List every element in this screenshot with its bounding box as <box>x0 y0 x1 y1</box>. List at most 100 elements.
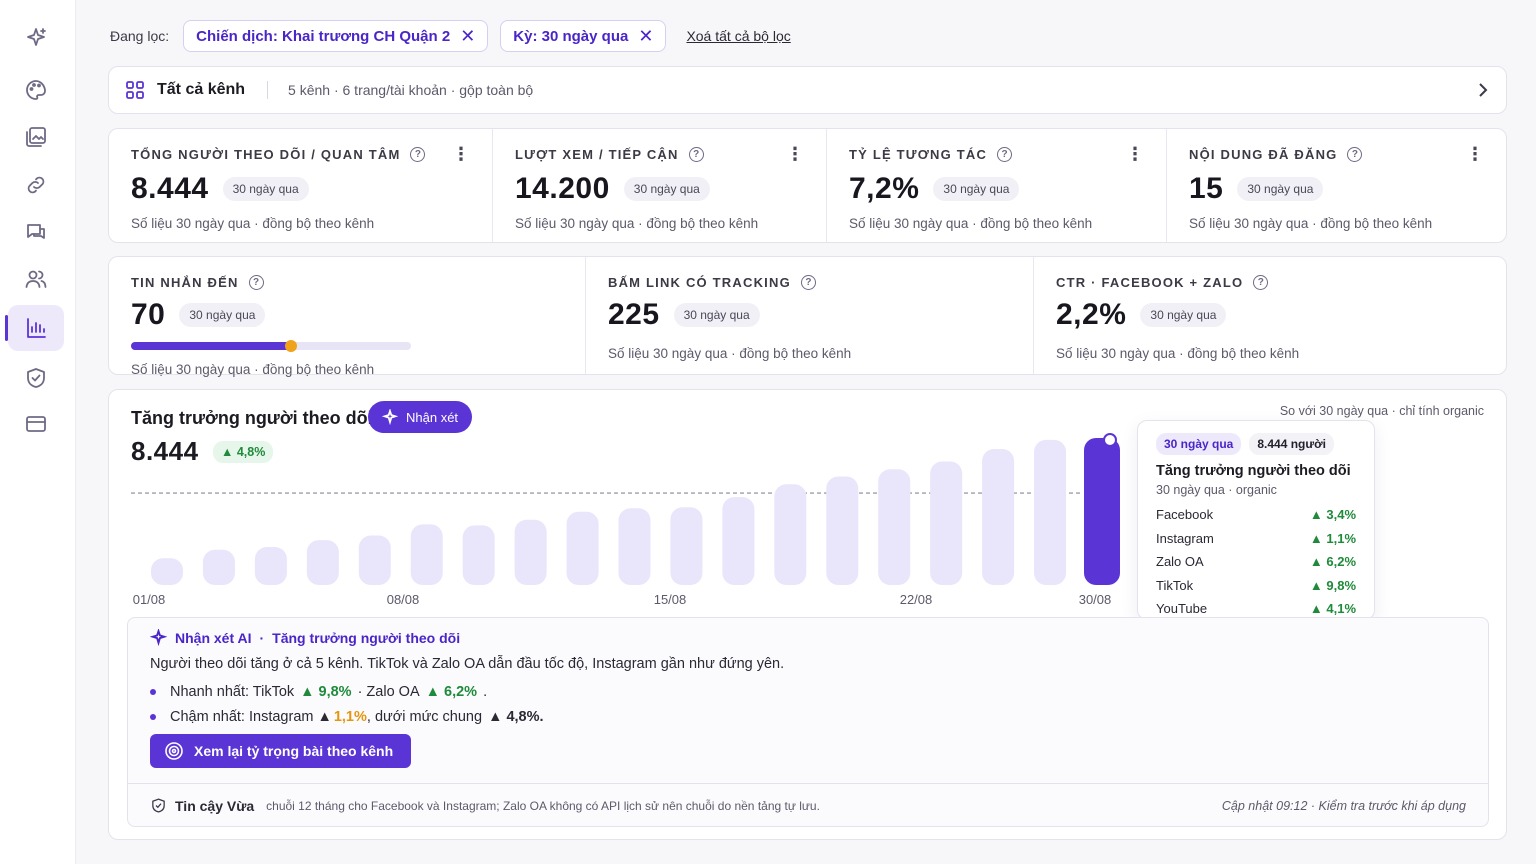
tooltip-channel: Instagram <box>1156 530 1214 546</box>
more-menu-icon[interactable]: ⋮ <box>1126 144 1144 164</box>
more-menu-icon[interactable]: ⋮ <box>786 144 804 164</box>
kpi-label-text: CTR · Facebook + Zalo <box>1056 275 1244 290</box>
help-icon[interactable]: ? <box>248 275 264 290</box>
chart-bar[interactable] <box>358 535 391 585</box>
sidebar <box>0 0 76 864</box>
chart-bar[interactable] <box>306 540 339 585</box>
x-tick-label: 22/08 <box>900 592 933 607</box>
progress-fill <box>131 342 291 350</box>
sidebar-item-brand[interactable] <box>8 67 64 113</box>
sidebar-item-ai[interactable] <box>8 15 64 61</box>
ai-insight-button[interactable]: Nhận xét <box>368 401 473 433</box>
kpi-label: Tin nhắn đến? <box>131 275 563 290</box>
help-icon[interactable]: ? <box>688 147 704 162</box>
sidebar-item-analytics[interactable] <box>5 305 64 351</box>
channel-selector[interactable]: Tất cả kênh 5 kênh · 6 trang/tài khoản ·… <box>108 66 1507 114</box>
chart-bar[interactable] <box>151 558 183 585</box>
kpi-value: 225 <box>608 298 660 331</box>
filter-bar: Đang lọc: Chiến dịch: Khai trương CH Quậ… <box>110 20 791 52</box>
target-icon <box>165 742 183 760</box>
tooltip-delta: ▲ 9,8% <box>1309 577 1356 593</box>
chart-bar[interactable] <box>982 448 1015 585</box>
divider <box>267 81 269 99</box>
tooltip-channel: YouTube <box>1156 601 1208 617</box>
sidebar-item-links[interactable] <box>8 162 64 208</box>
period-pill: 30 ngày qua <box>1140 303 1227 327</box>
period-pill: 30 ngày qua <box>1237 177 1324 201</box>
kpi-subtitle: Số liệu 30 ngày qua · đồng bộ theo kênh <box>515 216 759 231</box>
tooltip-row-tiktok: TikTok ▲ 9,8% <box>1156 574 1356 598</box>
kpi-label: Lượt xem / tiếp cận? <box>515 147 804 162</box>
kpi-subtitle: Số liệu 30 ngày qua · đồng bộ theo kênh <box>1056 346 1300 361</box>
filter-chip-period[interactable]: Kỳ: 30 ngày qua ✕ <box>500 20 667 52</box>
clear-filters-link[interactable]: Xoá tất cả bộ lọc <box>686 28 791 44</box>
tooltip-count-pill: 8.444 người <box>1249 433 1334 455</box>
ai-summary: Người theo dõi tăng ở cả 5 kênh. TikTok … <box>150 656 785 672</box>
tooltip-delta: ▲ 1,1% <box>1309 530 1356 546</box>
chart-bar[interactable] <box>254 547 287 585</box>
chart-bar[interactable] <box>566 511 599 585</box>
chart-tooltip: 30 ngày qua 8.444 người Tăng trưởng ngườ… <box>1137 420 1375 620</box>
bullet-value: ▲ 4,8%. <box>488 709 544 725</box>
kpi-value: 14.200 <box>515 172 610 205</box>
kpi-label-text: Tỷ lệ tương tác <box>849 147 988 162</box>
help-icon[interactable]: ? <box>997 147 1013 162</box>
x-tick-label: 08/08 <box>387 592 420 607</box>
chart-bar[interactable] <box>670 507 703 585</box>
review-share-button[interactable]: Xem lại tỷ trọng bài theo kênh <box>150 734 412 768</box>
kpi-value: 8.444 <box>131 172 209 205</box>
help-icon[interactable]: ? <box>1253 275 1269 290</box>
chart-bar[interactable] <box>618 508 651 585</box>
link-icon <box>27 176 45 194</box>
sidebar-item-billing[interactable] <box>8 401 64 447</box>
ai-insight-panel: Nhận xét AI · Tăng trưởng người theo dõi… <box>127 617 1489 827</box>
progress-bar <box>131 340 411 352</box>
sidebar-item-security[interactable] <box>8 355 64 401</box>
chart-highlight-point <box>1103 433 1117 447</box>
filter-chip-campaign-label: Chiến dịch: Khai trương CH Quận 2 <box>196 27 451 45</box>
kpi-value: 15 <box>1189 172 1224 205</box>
chart-bar[interactable] <box>826 476 859 585</box>
kpi-label: Tổng người theo dõi / quan tâm? <box>131 147 470 162</box>
chart-bar[interactable] <box>774 484 807 585</box>
progress-marker <box>284 340 297 352</box>
sparkles-icon <box>382 409 398 425</box>
chart-bar[interactable] <box>878 469 911 585</box>
chart-bar[interactable] <box>1034 439 1067 585</box>
kpi-subtitle: Số liệu 30 ngày qua · đồng bộ theo kênh <box>608 346 852 361</box>
chevron-right-icon[interactable] <box>1474 81 1492 99</box>
close-icon[interactable]: ✕ <box>638 26 654 46</box>
trust-label: Tin cậy Vừa <box>175 797 255 814</box>
kpi-label: Nội dung đã đăng? <box>1189 147 1484 162</box>
kpi-subtitle: Số liệu 30 ngày qua · đồng bộ theo kênh <box>849 216 1093 231</box>
chart-bar[interactable] <box>410 524 443 585</box>
separator-dot: · <box>259 629 265 646</box>
kpi-label: Tỷ lệ tương tác? <box>849 147 1144 162</box>
chart-bar[interactable] <box>722 497 755 585</box>
palette-icon <box>26 80 46 100</box>
kpi-label-text: Tổng người theo dõi / quan tâm <box>131 147 401 162</box>
more-menu-icon[interactable]: ⋮ <box>1466 144 1484 164</box>
bullet-text: Chậm nhất: Instagram ▲ <box>170 709 332 725</box>
chart-bar[interactable] <box>930 461 963 585</box>
kpi-card-ctr: CTR · Facebook + Zalo? 2,2% 30 ngày qua S… <box>1034 257 1506 374</box>
chart-bar[interactable] <box>462 525 495 585</box>
period-pill: 30 ngày qua <box>933 177 1020 201</box>
sidebar-item-content[interactable] <box>8 114 64 160</box>
review-share-button-label: Xem lại tỷ trọng bài theo kênh <box>194 743 394 759</box>
gallery-icon <box>26 127 46 147</box>
more-menu-icon[interactable]: ⋮ <box>452 144 470 164</box>
chart-bar[interactable] <box>1084 438 1120 585</box>
help-icon[interactable]: ? <box>1347 147 1363 162</box>
help-icon[interactable]: ? <box>800 275 816 290</box>
kpi-subtitle: Số liệu 30 ngày qua · đồng bộ theo kênh <box>131 216 375 231</box>
sidebar-item-messages[interactable] <box>8 209 64 255</box>
card-icon <box>26 416 46 432</box>
sidebar-item-audience[interactable] <box>8 256 64 302</box>
kpi-label-text: Lượt xem / tiếp cận <box>515 147 679 162</box>
help-icon[interactable]: ? <box>410 147 426 162</box>
close-icon[interactable]: ✕ <box>460 26 476 46</box>
chart-bar[interactable] <box>514 519 547 585</box>
filter-chip-campaign[interactable]: Chiến dịch: Khai trương CH Quận 2 ✕ <box>183 20 489 52</box>
chart-bar[interactable] <box>202 549 235 585</box>
